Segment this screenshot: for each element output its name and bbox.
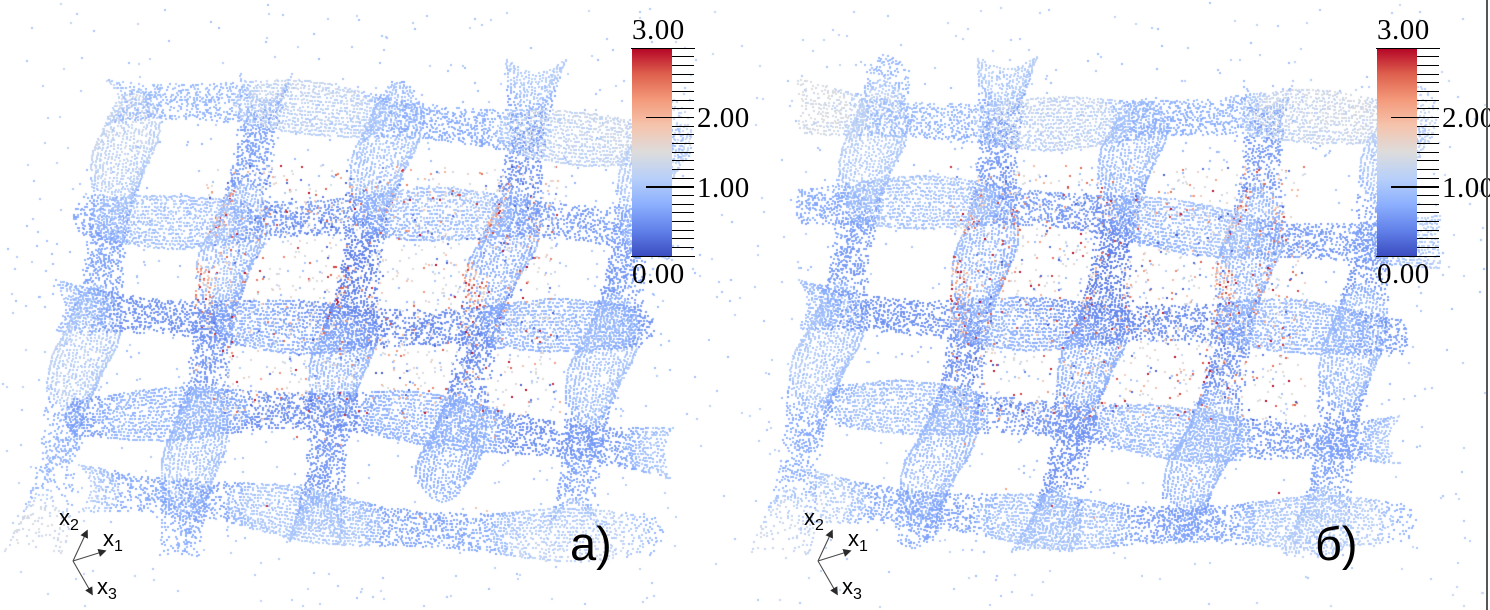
colorbar-tick-label-min: 0.00 [1377,258,1430,290]
colorbar: 3.00 2.00 1.00 0.00 [631,16,749,289]
colorbar-tick [1417,64,1439,66]
colorbar-tick [1391,116,1439,119]
colorbar-tick [672,203,694,205]
colorbar-tick [1417,90,1439,92]
colorbar-tick [1417,73,1439,75]
axis-arrow-x2 [817,529,833,562]
colorbar-tick [1391,186,1439,188]
axis-label-x3: x3 [842,574,862,603]
colorbar-tick-label-1: 1.00 [1442,172,1490,204]
colorbar-tick [1417,99,1439,101]
colorbar-tick [1417,134,1439,136]
axis-arrow-x2 [72,529,88,562]
colorbar-tick [672,56,694,58]
colorbar-tick [1417,203,1439,205]
colorbar-tick [1417,177,1439,179]
colorbar-tick [672,151,694,153]
axis-arrow-x1 [72,549,107,562]
colorbar-tick [672,212,694,214]
figure-right-border [1486,0,1488,610]
panel-label-a: а) [570,517,612,570]
colorbar-tick [672,160,694,162]
colorbar-tick [1417,194,1439,196]
colorbar-tick [672,90,694,92]
colorbar-tick [672,194,694,196]
colorbar-tick [1417,142,1439,144]
axis-label-x2: x2 [804,505,824,534]
colorbar-tick-label-min: 0.00 [632,258,685,290]
colorbar-tick [672,134,694,136]
pointcloud-canvas-b [745,0,1490,610]
colorbar-tick [1417,82,1439,84]
colorbar-tick [672,125,694,127]
colorbar-tick [672,168,694,170]
colorbar-tick [646,186,694,188]
panel-label-b: б) [1315,517,1358,570]
colorbar-tick [672,108,694,110]
colorbar-tick [672,73,694,75]
colorbar-tick [1417,238,1439,240]
colorbar-tick [672,229,694,231]
panel-a: 3.00 2.00 1.00 0.00 x2 x1 x3 а) [0,0,749,610]
colorbar: 3.00 2.00 1.00 0.00 [1376,16,1490,289]
colorbar-tick [672,82,694,84]
colorbar-tick [1417,220,1439,222]
colorbar-tick [672,238,694,240]
axis-label-x2: x2 [59,505,79,534]
colorbar-tick [646,116,694,119]
colorbar-tick [1417,229,1439,231]
axis-triad: x2 x1 x3 [804,505,868,603]
colorbar-tick [672,177,694,179]
colorbar-tick [1417,160,1439,162]
axis-triad: x2 x1 x3 [59,505,123,603]
axis-arrow-x3 [817,560,838,596]
colorbar-tick [1417,108,1439,110]
colorbar-tick [672,220,694,222]
axis-label-x1: x1 [103,526,123,555]
colorbar-tick-label-max: 3.00 [1377,14,1430,46]
colorbar-tick [1417,212,1439,214]
colorbar-tick [672,246,694,248]
colorbar-ticks [1376,47,1441,258]
colorbar-tick [672,142,694,144]
colorbar-tick [631,47,695,50]
colorbar-tick [631,255,695,258]
colorbar-tick-label-2: 2.00 [1442,102,1490,134]
axis-label-x3: x3 [97,574,117,603]
colorbar-tick-label-max: 3.00 [632,14,685,46]
colorbar-tick [672,64,694,66]
colorbar-tick [1417,56,1439,58]
colorbar-tick [1417,151,1439,153]
colorbar-tick [1376,47,1440,50]
colorbar-gradient [1377,48,1417,256]
colorbar-tick-label-2: 2.00 [697,102,750,134]
colorbar-tick [1417,125,1439,127]
axis-arrow-x3 [72,560,93,596]
colorbar-tick [1417,246,1439,248]
axis-label-x1: x1 [848,526,868,555]
colorbar-ticks [631,47,696,258]
colorbar-gradient [632,48,672,256]
axis-arrow-x1 [817,549,852,562]
pointcloud-canvas-a [0,0,745,610]
colorbar-tick-label-1: 1.00 [697,172,750,204]
panel-b: 3.00 2.00 1.00 0.00 x2 x1 x3 б) [745,0,1490,610]
colorbar-tick [1376,255,1440,258]
colorbar-tick [1417,168,1439,170]
colorbar-tick [672,99,694,101]
